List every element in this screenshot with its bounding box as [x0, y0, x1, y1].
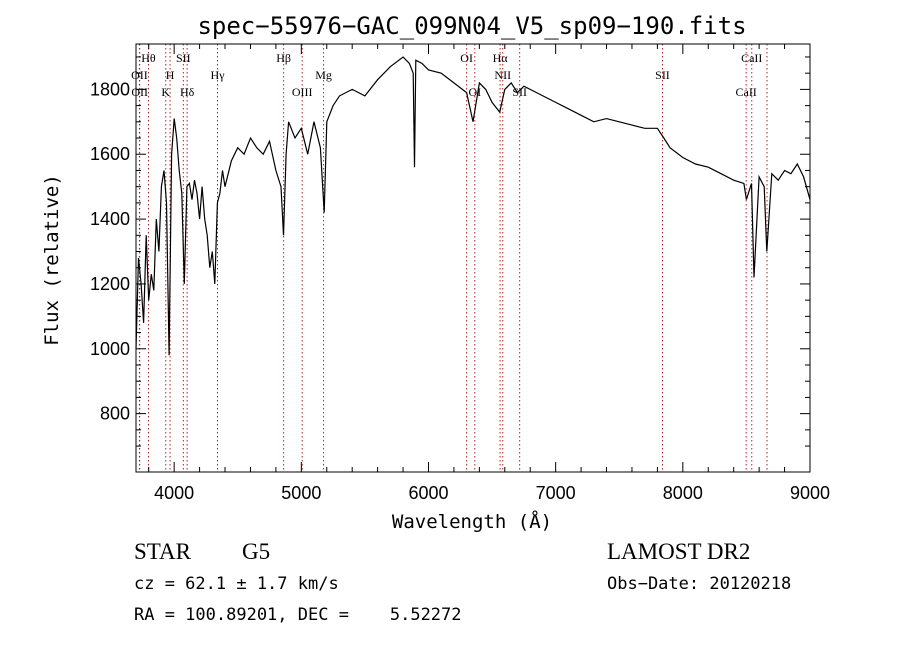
- y-axis: 800 1000 1200 1400 1600 1800: [90, 56, 810, 447]
- y-tick-label: 1600: [90, 144, 130, 164]
- obs-date-text: Obs−Date: 20120218: [607, 574, 791, 594]
- chart-title: spec−55976−GAC_099N04_V5_sp09−190.fits: [197, 12, 746, 40]
- y-tick-label: 1200: [90, 274, 130, 294]
- plot-frame: [135, 43, 811, 473]
- line-marker-label: Mg: [315, 68, 332, 82]
- x-tick-label: 5000: [281, 483, 321, 503]
- line-marker-label: SII: [655, 68, 670, 82]
- x-tick-label: 9000: [790, 483, 830, 503]
- x-tick-label: 4000: [154, 483, 194, 503]
- y-tick-label: 1000: [90, 339, 130, 359]
- y-tick-label: 1800: [90, 79, 130, 99]
- line-marker-label: OI: [460, 51, 473, 65]
- line-marker-label: CaII: [735, 85, 756, 99]
- line-marker-label: NII: [494, 68, 511, 82]
- x-axis-label: Wavelength (Å): [392, 510, 552, 533]
- line-marker-label: OIII: [292, 85, 313, 99]
- x-axis: 4000 5000 6000 7000 8000 9000: [148, 44, 830, 503]
- x-tick-label: 6000: [408, 483, 448, 503]
- line-marker-label: SII: [512, 85, 527, 99]
- line-marker-label: Hα: [493, 51, 509, 65]
- line-marker-label: CaII: [741, 51, 762, 65]
- line-marker-label: OII: [131, 85, 148, 99]
- redshift-text: cz = 62.1 ± 1.7 km/s: [134, 574, 339, 594]
- line-marker-label: Hδ: [180, 85, 195, 99]
- spectrum-line: [135, 56, 811, 356]
- object-subclass: G5: [242, 539, 270, 564]
- survey-name: LAMOST DR2: [607, 539, 750, 564]
- line-marker-label: Hγ: [211, 68, 226, 82]
- coords-text: RA = 100.89201, DEC = 5.52272: [134, 605, 462, 625]
- y-axis-label: Flux (relative): [41, 174, 63, 346]
- line-marker-label: Hθ: [141, 51, 156, 65]
- line-marker-label: H: [166, 68, 175, 82]
- y-tick-label: 800: [100, 404, 130, 424]
- object-class: STAR: [134, 539, 192, 564]
- line-marker-label: OII: [131, 68, 148, 82]
- line-marker-group: [138, 44, 768, 472]
- line-marker-label: SII: [176, 51, 191, 65]
- line-marker-label: K: [161, 85, 170, 99]
- y-tick-label: 1400: [90, 209, 130, 229]
- x-tick-label: 7000: [536, 483, 576, 503]
- line-marker-label: Hβ: [276, 51, 291, 65]
- x-tick-label: 8000: [663, 483, 703, 503]
